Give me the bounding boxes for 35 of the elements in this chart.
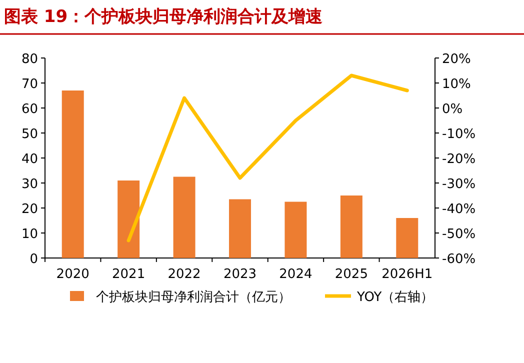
y-tick-label: 20 — [21, 202, 38, 217]
bar — [62, 90, 84, 258]
y-tick-label: 60 — [21, 102, 38, 117]
y2-tick-label: -50% — [442, 227, 476, 242]
x-tick-label: 2022 — [168, 267, 201, 282]
y-tick-label: 80 — [21, 52, 38, 67]
y-tick-label: 70 — [21, 77, 38, 92]
y2-tick-label: -60% — [442, 252, 476, 267]
y2-tick-label: -40% — [442, 202, 476, 217]
y-tick-label: 0 — [30, 252, 38, 267]
x-tick-label: 2024 — [279, 267, 312, 282]
x-tick-label: 2025 — [334, 267, 368, 282]
y2-tick-label: 0% — [442, 102, 463, 117]
bar — [173, 176, 196, 258]
bar — [284, 202, 307, 258]
bar — [396, 218, 418, 258]
bar — [229, 199, 251, 258]
x-tick-label: 2020 — [56, 267, 90, 282]
x-tick-label: 2023 — [223, 267, 257, 282]
y2-tick-label: -20% — [442, 152, 476, 167]
legend-label: 个护板块归母净利润合计（亿元） — [96, 290, 291, 305]
x-tick-label: 2021 — [112, 267, 146, 282]
y-tick-label: 10 — [21, 227, 38, 242]
y2-tick-label: 20% — [442, 52, 471, 67]
chart-title: 图表 19：个护板块归母净利润合计及增速 — [4, 7, 323, 27]
y-tick-label: 40 — [21, 152, 38, 167]
legend-label: YOY（右轴） — [356, 290, 434, 305]
y-tick-label: 50 — [21, 127, 38, 142]
y2-tick-label: -30% — [442, 177, 476, 192]
y-tick-label: 30 — [21, 177, 38, 192]
bar — [118, 180, 140, 258]
y2-tick-label: 10% — [442, 77, 471, 92]
bar — [340, 196, 362, 258]
x-tick-label: 2026H1 — [382, 267, 433, 282]
y2-tick-label: -10% — [442, 127, 476, 142]
